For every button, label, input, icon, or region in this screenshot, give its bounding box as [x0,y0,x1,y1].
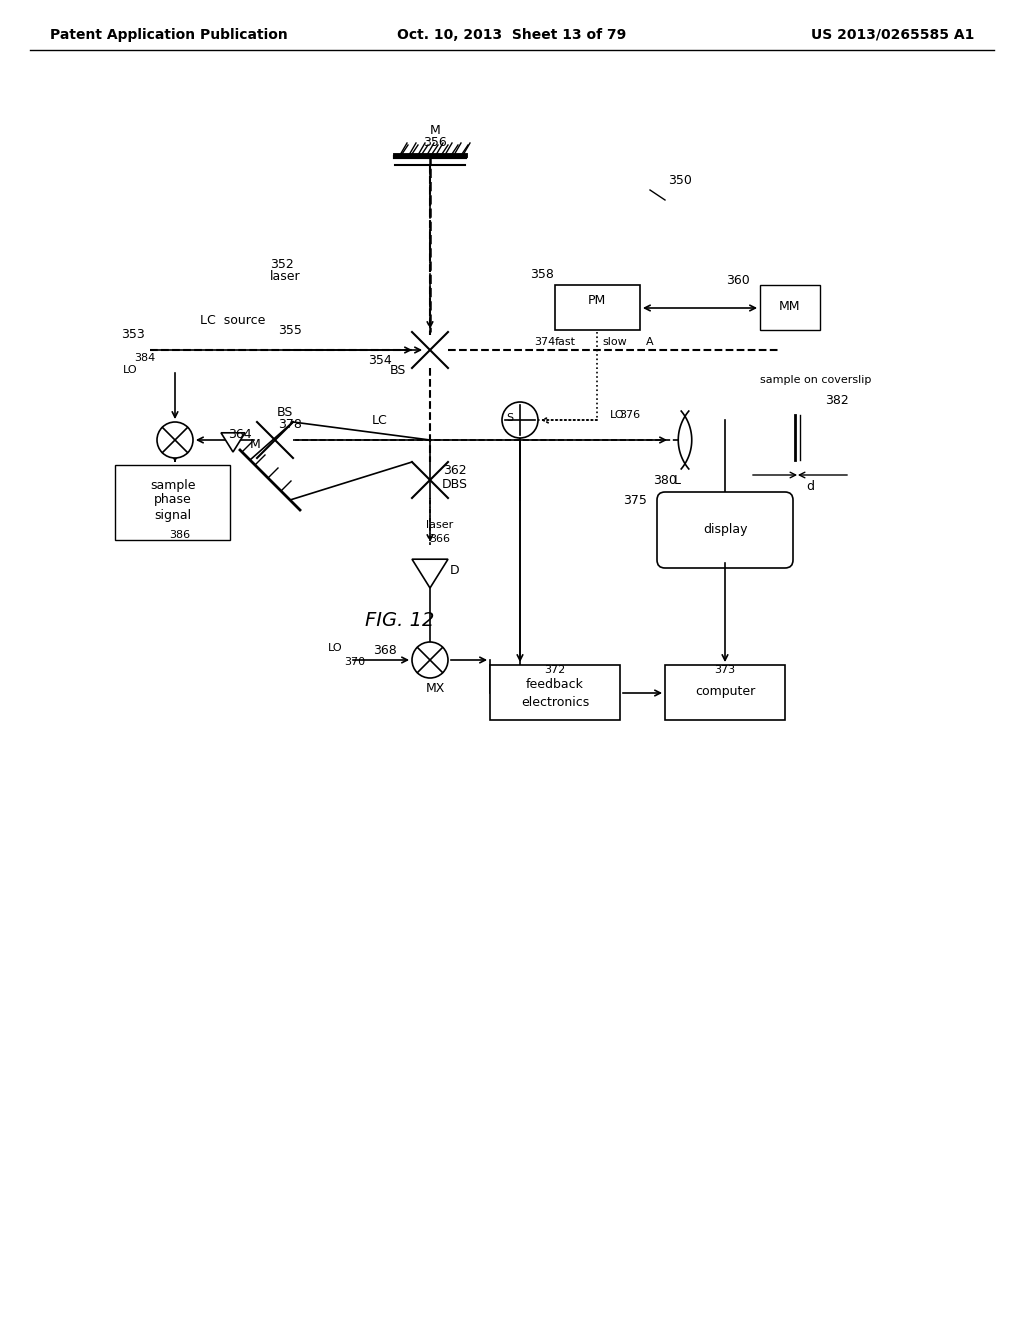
Text: LC: LC [372,413,388,426]
Text: fast: fast [555,337,575,347]
Text: 376: 376 [620,411,641,420]
Text: Patent Application Publication: Patent Application Publication [50,28,288,42]
Text: laser: laser [270,271,301,284]
Text: signal: signal [155,508,191,521]
FancyBboxPatch shape [657,492,793,568]
Text: 353: 353 [121,329,145,342]
Text: LC  source: LC source [200,314,265,326]
Text: 374: 374 [535,337,556,347]
Text: 354: 354 [368,354,392,367]
Text: 364: 364 [228,429,252,441]
Text: 384: 384 [134,352,156,363]
Text: 356: 356 [423,136,446,149]
Text: 368: 368 [373,644,397,656]
Text: laser: laser [426,520,454,531]
Text: FIG. 12: FIG. 12 [366,610,434,630]
Text: MX: MX [425,681,444,694]
Text: 362: 362 [443,463,467,477]
Text: 382: 382 [825,393,849,407]
Text: 386: 386 [169,531,190,540]
Text: M: M [250,438,260,451]
Text: 370: 370 [344,657,366,667]
Text: computer: computer [695,685,755,698]
Text: 375: 375 [623,494,647,507]
Text: 355: 355 [279,323,302,337]
Bar [555,285,640,330]
Text: phase: phase [155,494,191,507]
Text: electronics: electronics [521,696,589,709]
Text: US 2013/0265585 A1: US 2013/0265585 A1 [811,28,974,42]
Text: A: A [646,337,653,347]
Text: sample on coverslip: sample on coverslip [760,375,871,385]
Text: Oct. 10, 2013  Sheet 13 of 79: Oct. 10, 2013 Sheet 13 of 79 [397,28,627,42]
Text: DBS: DBS [442,479,468,491]
Text: feedback: feedback [526,678,584,692]
Text: LO: LO [123,366,137,375]
Polygon shape [221,433,245,451]
Text: PM: PM [588,293,606,306]
Bar [490,665,620,719]
Text: BS: BS [276,405,293,418]
Text: 350: 350 [668,173,692,186]
Text: M: M [430,124,440,136]
Circle shape [502,403,538,438]
Text: BS: BS [390,363,407,376]
Circle shape [412,642,449,678]
Text: LO: LO [328,643,342,653]
Text: D: D [451,564,460,577]
Text: 352: 352 [270,259,294,272]
Text: 358: 358 [530,268,554,281]
Text: 366: 366 [429,535,451,544]
Text: sample: sample [151,479,196,491]
Bar [665,665,785,719]
Bar [115,465,230,540]
Text: S: S [507,413,514,422]
Text: L: L [674,474,681,487]
Text: MM: MM [779,301,801,314]
Circle shape [157,422,193,458]
Text: slow: slow [603,337,628,347]
Polygon shape [412,560,449,587]
Bar [760,285,820,330]
Text: 380: 380 [653,474,677,487]
Text: 360: 360 [726,273,750,286]
Text: LO: LO [610,411,625,420]
Text: d: d [806,480,814,494]
Text: 373: 373 [715,665,735,675]
Text: 372: 372 [545,665,565,675]
Text: 378: 378 [279,418,302,432]
Text: display: display [702,524,748,536]
